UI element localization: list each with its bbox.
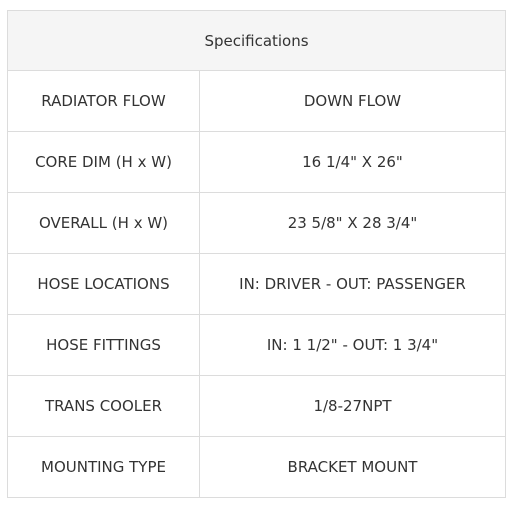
table-row: OVERALL (H x W) 23 5/8" X 28 3/4" — [7, 192, 506, 254]
table-row: TRANS COOLER 1/8-27NPT — [7, 375, 506, 437]
table-title: Specifications — [7, 10, 506, 71]
spec-value: IN: DRIVER - OUT: PASSENGER — [199, 253, 506, 315]
table-row: HOSE LOCATIONS IN: DRIVER - OUT: PASSENG… — [7, 253, 506, 315]
spec-value: 23 5/8" X 28 3/4" — [199, 192, 506, 254]
spec-label: OVERALL (H x W) — [7, 192, 200, 254]
spec-label: HOSE FITTINGS — [7, 314, 200, 376]
spec-label: RADIATOR FLOW — [7, 70, 200, 132]
table-row: CORE DIM (H x W) 16 1/4" X 26" — [7, 131, 506, 193]
spec-label: CORE DIM (H x W) — [7, 131, 200, 193]
spec-value: DOWN FLOW — [199, 70, 506, 132]
table-row: HOSE FITTINGS IN: 1 1/2" - OUT: 1 3/4" — [7, 314, 506, 376]
spec-value: 16 1/4" X 26" — [199, 131, 506, 193]
specifications-table: Specifications RADIATOR FLOW DOWN FLOW C… — [7, 10, 506, 498]
spec-value: 1/8-27NPT — [199, 375, 506, 437]
spec-label: TRANS COOLER — [7, 375, 200, 437]
spec-value: IN: 1 1/2" - OUT: 1 3/4" — [199, 314, 506, 376]
spec-label: MOUNTING TYPE — [7, 436, 200, 498]
spec-value: BRACKET MOUNT — [199, 436, 506, 498]
table-row: RADIATOR FLOW DOWN FLOW — [7, 70, 506, 132]
table-header-row: Specifications — [7, 10, 506, 71]
table-row: MOUNTING TYPE BRACKET MOUNT — [7, 436, 506, 498]
spec-label: HOSE LOCATIONS — [7, 253, 200, 315]
